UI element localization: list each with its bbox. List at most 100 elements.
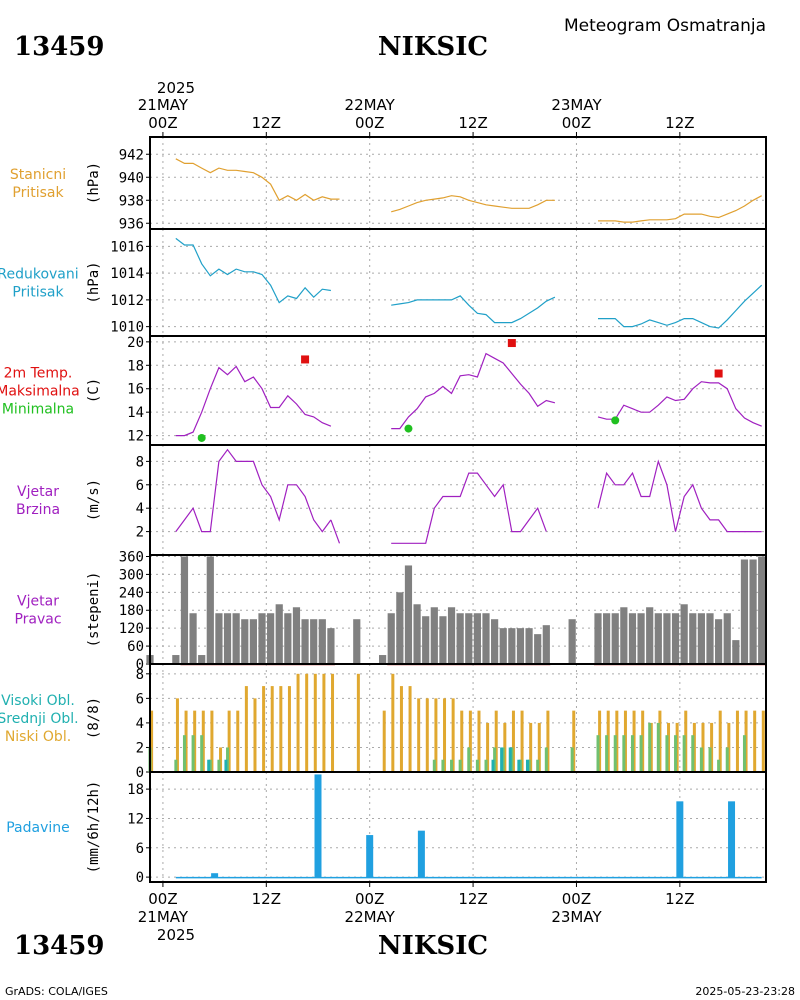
wind-direction-bar bbox=[508, 628, 516, 664]
wind-direction-bar bbox=[404, 565, 413, 664]
cloud-bar bbox=[692, 722, 696, 772]
wind-direction-bar bbox=[396, 592, 404, 664]
cloud-bar bbox=[458, 759, 462, 772]
wind-direction-bar bbox=[594, 613, 602, 664]
cloud-bar bbox=[441, 759, 445, 772]
cloud-bar bbox=[648, 722, 652, 772]
wind-direction-bar bbox=[172, 655, 180, 664]
station-name-top: NIKSIC bbox=[378, 32, 488, 62]
wind-speed-title-line: Vjetar bbox=[17, 484, 59, 500]
top-tick-label: 00Z bbox=[148, 114, 177, 132]
y-tick-label: 6 bbox=[136, 841, 144, 857]
cloud-bar bbox=[475, 759, 479, 772]
y-tick-label: 0 bbox=[136, 870, 144, 886]
bottom-day-label: 23MAY bbox=[551, 908, 602, 926]
temperature-panel: 12 14 16 18 20 (C) 2m Temp. Maksimalna Minimalna bbox=[0, 335, 767, 446]
cloud-bar bbox=[761, 710, 765, 772]
cloud-bar bbox=[623, 710, 627, 772]
cloud-bar bbox=[572, 710, 576, 772]
temperature-title-line: 2m Temp. bbox=[4, 366, 73, 382]
cloud-bar bbox=[682, 735, 686, 772]
wind-direction-bar bbox=[379, 655, 387, 664]
y-tick-label: 4 bbox=[136, 501, 144, 517]
cloud-bar bbox=[191, 735, 195, 772]
cloud-bar bbox=[684, 710, 688, 772]
reduced-pressure-title-line: Pritisak bbox=[12, 285, 64, 301]
precip-bar bbox=[366, 835, 374, 878]
wind-direction-bar bbox=[534, 634, 542, 664]
cloud-bar bbox=[468, 710, 472, 772]
reduced-pressure-panel: 1010 1012 1014 1016 (hPa) Redukovani Pritisak bbox=[0, 228, 767, 337]
min-temp-marker bbox=[611, 416, 620, 425]
temperature-title-line: Minimalna bbox=[2, 402, 74, 418]
cloud-bar bbox=[753, 710, 757, 772]
wind-direction-bar bbox=[447, 607, 456, 664]
top-day-label: 21MAY bbox=[138, 96, 189, 114]
top-tick-label: 12Z bbox=[458, 114, 487, 132]
wind-direction-bar bbox=[318, 619, 326, 664]
cloud-cover-ylabel: (8/8) bbox=[86, 697, 102, 739]
wind-speed-line-day3 bbox=[597, 459, 762, 533]
wind-direction-ylabel: (stepeni) bbox=[86, 572, 102, 648]
cloud-bar bbox=[408, 686, 412, 772]
wind-direction-bar bbox=[671, 613, 680, 664]
wind-direction-bar bbox=[275, 604, 283, 664]
y-tick-label: 14 bbox=[127, 405, 144, 421]
cloud-bar bbox=[606, 710, 610, 772]
cloud-bar bbox=[150, 710, 154, 772]
y-tick-label: 8 bbox=[136, 667, 144, 683]
precipitation-panel: 0 6 12 18 (mm/6h/12h) Padavine bbox=[6, 771, 767, 886]
wind-direction-bar bbox=[611, 613, 619, 664]
top-tick-label: 12Z bbox=[252, 114, 281, 132]
cloud-bar bbox=[175, 698, 179, 772]
wind-direction-bar bbox=[663, 613, 671, 664]
y-tick-label: 940 bbox=[119, 170, 144, 186]
cloud-bar bbox=[417, 698, 421, 772]
wind-direction-title-line: Vjetar bbox=[17, 594, 59, 610]
chart-title: Meteogram Osmatranja bbox=[564, 16, 766, 36]
wind-direction-bar bbox=[430, 607, 438, 664]
wind-direction-bar bbox=[697, 613, 705, 664]
cloud-bar bbox=[717, 759, 721, 772]
cloud-bar bbox=[529, 722, 533, 772]
cloud-bar bbox=[508, 747, 512, 772]
cloud-bar bbox=[450, 759, 454, 772]
cloud-bar bbox=[399, 686, 403, 772]
footer-timestamp: 2025-05-23-23:28 bbox=[695, 985, 795, 998]
cloud-bar bbox=[708, 747, 712, 772]
wind-speed-ylabel: (m/s) bbox=[86, 479, 102, 521]
cloud-bar bbox=[527, 759, 531, 772]
meteogram-panels: 936938940942(hPa)StanicniPritisak1010101… bbox=[0, 136, 767, 886]
cloud-bar bbox=[710, 722, 714, 772]
temperature-frame bbox=[149, 335, 767, 446]
wind-direction-bar bbox=[353, 619, 361, 664]
y-tick-label: 936 bbox=[119, 216, 144, 232]
cloud-cover-title-line: Srednji Obl. bbox=[0, 711, 79, 727]
cloud-bar bbox=[493, 747, 497, 772]
wind-direction-bar bbox=[180, 556, 189, 664]
cloud-bar bbox=[217, 759, 221, 772]
wind-speed-panel: 2 4 6 8 (m/s) Vjetar Brzina bbox=[16, 444, 767, 556]
bottom-tick-label: 00Z bbox=[355, 890, 384, 908]
wind-direction-bar bbox=[232, 613, 240, 664]
cloud-bar bbox=[613, 735, 617, 772]
precipitation-ylabel: (mm/6h/12h) bbox=[86, 781, 102, 874]
cloud-bar bbox=[517, 759, 521, 772]
station-pressure-line-day3 bbox=[598, 195, 762, 223]
cloud-bar bbox=[494, 710, 498, 772]
cloud-bar bbox=[331, 673, 335, 772]
y-tick-label: 4 bbox=[136, 716, 144, 732]
cloud-bar bbox=[451, 698, 455, 772]
y-tick-label: 120 bbox=[119, 621, 144, 637]
wind-direction-bar bbox=[258, 613, 266, 664]
wind-direction-bar bbox=[327, 628, 335, 664]
cloud-bar bbox=[200, 735, 204, 772]
cloud-bar bbox=[226, 747, 230, 772]
y-tick-label: 12 bbox=[127, 429, 144, 445]
footer-credit: GrADS: COLA/IGES bbox=[5, 985, 108, 998]
cloud-bar bbox=[615, 710, 619, 772]
precipitation-title-line: Padavine bbox=[6, 820, 70, 836]
cloud-bar bbox=[598, 710, 602, 772]
cloud-bar bbox=[491, 759, 495, 772]
cloud-bar bbox=[460, 710, 464, 772]
